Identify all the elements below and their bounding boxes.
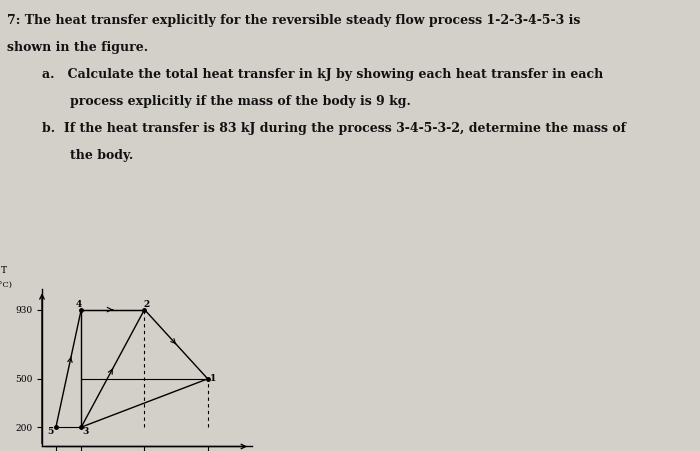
Text: 7: The heat transfer explicitly for the reversible steady flow process 1-2-3-4-5: 7: The heat transfer explicitly for the … [7, 14, 580, 27]
Text: b.  If the heat transfer is 83 kJ during the process 3-4-5-3-2, determine the ma: b. If the heat transfer is 83 kJ during … [42, 122, 626, 135]
Text: process explicitly if the mass of the body is 9 kg.: process explicitly if the mass of the bo… [70, 95, 411, 108]
Text: T: T [1, 266, 7, 275]
Text: 2: 2 [144, 300, 150, 309]
Text: 4: 4 [76, 300, 82, 309]
Text: a.   Calculate the total heat transfer in kJ by showing each heat transfer in ea: a. Calculate the total heat transfer in … [42, 68, 603, 81]
Text: the body.: the body. [70, 149, 133, 162]
Text: 3: 3 [82, 427, 88, 436]
Text: shown in the figure.: shown in the figure. [7, 41, 148, 54]
Text: 5: 5 [48, 427, 54, 436]
Text: 1: 1 [209, 374, 216, 383]
Text: (°C): (°C) [0, 281, 13, 289]
